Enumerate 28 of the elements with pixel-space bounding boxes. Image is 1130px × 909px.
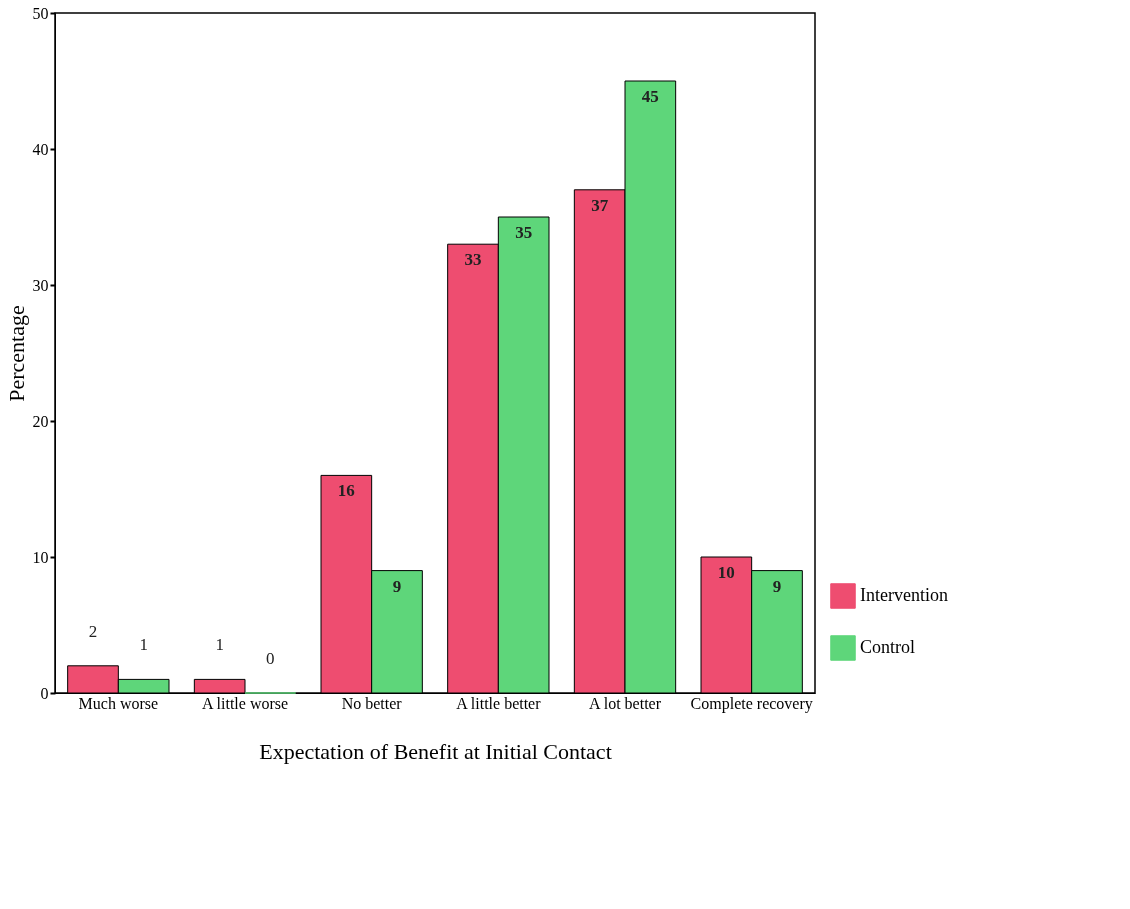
x-tick-label: Complete recovery [690, 694, 813, 713]
data-label: 9 [772, 576, 782, 596]
data-label: 1 [215, 635, 224, 655]
y-tick-label: 50 [32, 4, 49, 22]
data-label: 9 [392, 576, 402, 596]
x-tick-label: A lot better [589, 694, 662, 712]
y-tick-label: 20 [32, 412, 49, 430]
legend-label: Control [860, 637, 916, 657]
y-tick-label: 40 [32, 140, 49, 158]
data-label: 10 [717, 563, 735, 582]
data-label: 37 [591, 195, 609, 215]
data-label: 16 [337, 481, 355, 501]
data-label: 35 [515, 223, 533, 242]
data-label: 45 [641, 87, 659, 106]
y-axis-title: Percentage [3, 305, 29, 402]
data-label: 1 [139, 635, 148, 655]
legend-label: Intervention [860, 585, 948, 605]
x-tick-label: Much worse [78, 694, 159, 712]
data-label: 2 [88, 621, 98, 641]
x-tick-label: No better [341, 694, 403, 712]
x-tick-label: A little better [456, 694, 542, 712]
y-tick-label: 10 [32, 548, 49, 566]
y-tick-label: 30 [32, 276, 49, 294]
data-label: 33 [464, 250, 482, 270]
data-label: 0 [266, 649, 275, 668]
x-axis-title: Expectation of Benefit at Initial Contact [259, 738, 612, 764]
x-tick-label: A little worse [201, 694, 289, 712]
y-tick-label: 0 [40, 684, 49, 702]
